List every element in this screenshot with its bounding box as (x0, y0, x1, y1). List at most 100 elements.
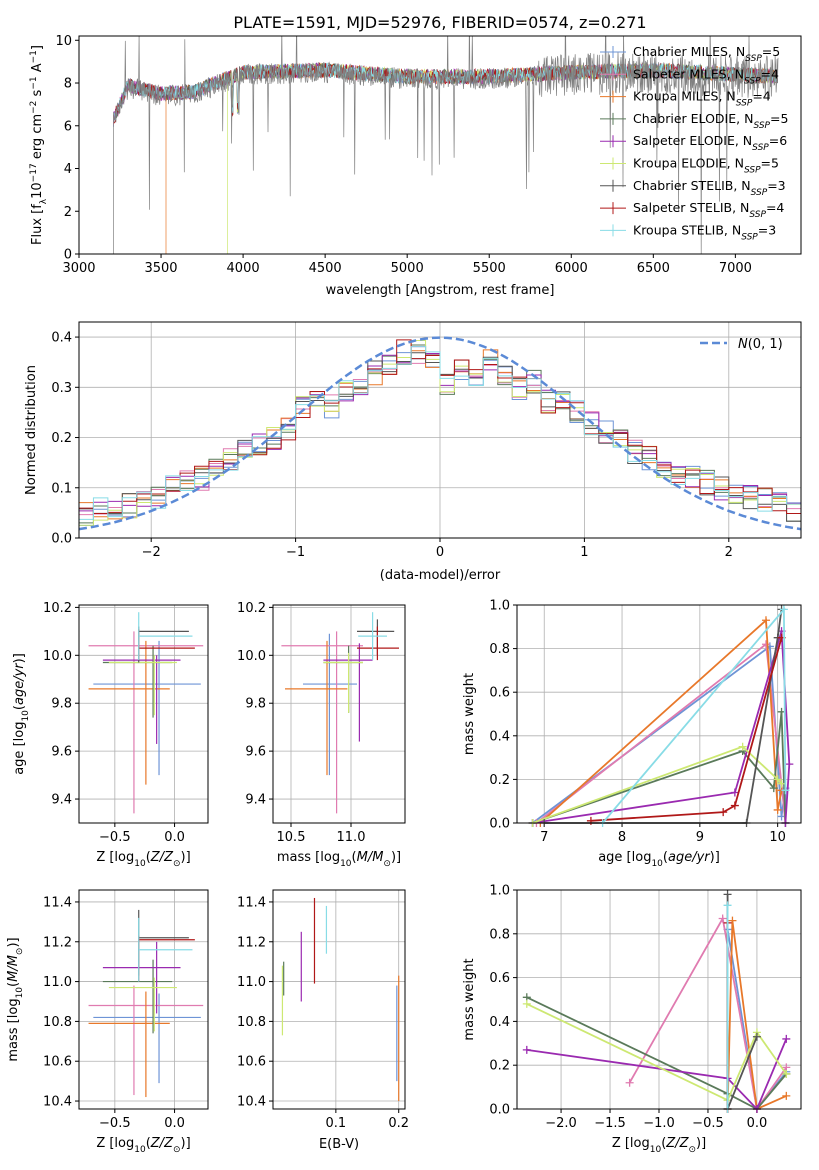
weight-marker-chabrier_elodie (769, 784, 778, 793)
label-part: ⊙ (688, 1145, 696, 1155)
weight-marker-kroupa_elodie (782, 1069, 791, 1078)
label-part: 10 (134, 859, 146, 869)
spectrum-ytick-label: 4 (64, 162, 72, 177)
label-part: =5 (762, 44, 780, 59)
weight-line-salpeter_miles (535, 642, 787, 824)
weight-marker-kroupa_elodie (522, 999, 531, 1008)
age_vs_mass-ytick-label: 9.6 (245, 745, 266, 760)
label-part: M/M (6, 955, 21, 982)
label-part: age [log (598, 850, 651, 865)
weight_vs_age-frame (516, 604, 802, 824)
mass_vs_ebv-xtick-label: 0.2 (388, 1116, 409, 1131)
age_vs_mass-xtick-label: 10.5 (277, 830, 306, 845)
weight-line-salpeter_elodie (526, 1038, 788, 1111)
mass_vs_Z-xtick-label: 0.0 (164, 1116, 185, 1131)
residuals-xtick-label: −2 (142, 545, 161, 560)
spectrum-xtick-label: 4500 (309, 261, 342, 276)
mass_vs_ebv-ytick-label: 11.2 (237, 935, 266, 950)
label-part: Kroupa STELIB, N (633, 222, 741, 237)
label-part: erg cm (30, 114, 45, 163)
spectrum-ytick-label: 0 (64, 248, 72, 263)
weight-marker-salpeter_elodie (785, 760, 794, 769)
label-part: s (30, 89, 45, 100)
weight-marker-salpeter_stelib (730, 801, 739, 810)
label-part: =4 (766, 200, 784, 215)
label-part: 10 (651, 859, 663, 869)
mass_vs_ebv-xtick-label: 0.1 (326, 1116, 347, 1131)
label-part: Z/Z (150, 1136, 174, 1151)
weight_vs_Z-xtick-label: −2.0 (545, 1116, 577, 1131)
plot-layer: 3000 3500 4000 4500 5000 5500 6000 6500 7000 0 2 4 6… (6, 34, 802, 1155)
label-part: =5 (770, 111, 788, 126)
label-part: )] (181, 850, 191, 865)
label-part: )] (710, 850, 720, 865)
label-part: Z [log (612, 1136, 650, 1151)
age-vs-Z-ylabel: age [log10(age/yr)] (12, 653, 31, 775)
weight-marker-chabrier_stelib (752, 1032, 761, 1041)
legend-label-salpeter_elodie: Salpeter ELODIE, NSSP=6 (633, 133, 787, 153)
weight-marker-kroupa_miles (761, 616, 770, 625)
weight-line-kroupa_miles (726, 920, 787, 1111)
weight-line-salpeter_stelib (590, 637, 783, 822)
weight_vs_age-ytick-label: 0.4 (489, 729, 510, 744)
label-part: =5 (761, 156, 779, 171)
label-part: ( (146, 850, 151, 865)
residuals-xtick-label: 1 (580, 545, 588, 560)
spectrum-ytick-label: 8 (64, 77, 72, 92)
label-part: SSP (744, 166, 761, 176)
weight-marker-kroupa_elodie (773, 775, 782, 784)
weight_vs_Z-frame (516, 889, 802, 1110)
mass_vs_ebv-frame (272, 889, 406, 1110)
mass_vs_ebv-ytick-label: 10.4 (237, 1095, 266, 1110)
weight-line-kroupa_elodie (526, 1003, 788, 1102)
weight_vs_Z-lines (522, 890, 791, 1113)
label-part: age/yr (12, 662, 27, 705)
weight-marker-kroupa_miles (782, 1091, 791, 1100)
label-part: mass [log (277, 850, 340, 865)
label-part: 10 (134, 1145, 146, 1155)
weight-marker-salpeter_elodie (730, 788, 739, 797)
label-part: SSP (752, 143, 769, 153)
mass_vs_Z-ytick-label: 10.8 (43, 1015, 72, 1030)
label-part: λ (39, 198, 49, 204)
weight_vs_Z-ytick-label: 0.6 (489, 971, 510, 986)
weight_vs_Z-ytick-label: 0.4 (489, 1015, 510, 1030)
label-part: Z [log (96, 850, 134, 865)
label-part: Salpeter ELODIE, N (633, 133, 752, 148)
weight_vs_Z-ytick-label: 0.8 (489, 927, 510, 942)
label-part: =4 (761, 66, 779, 81)
label-part: −1 (29, 76, 39, 89)
age_vs_Z-ytick-label: 9.8 (51, 697, 72, 712)
label-part: Kroupa MILES, N (633, 89, 736, 104)
weight_vs_Z-xtick-label: 0.0 (747, 1116, 768, 1131)
spectrum-ytick-label: 10 (55, 34, 72, 49)
weight_vs_Z-xtick-label: −0.5 (692, 1116, 724, 1131)
weight_vs_Z-ytick-label: 0.2 (489, 1059, 510, 1074)
legend-label-chabrier_stelib: Chabrier STELIB, NSSP=3 (633, 178, 786, 198)
weight_vs_Z-xtick-label: −1.5 (594, 1116, 626, 1131)
age-vs-mass-xlabel: mass [log10(M/M⊙)] (277, 850, 401, 869)
weight-marker-salpeter_miles (761, 640, 770, 649)
label-part: Salpeter STELIB, N (633, 200, 749, 215)
label-part: Kroupa ELODIE, N (633, 156, 744, 171)
spectrum-ytick-label: 2 (64, 205, 72, 220)
spectrum-xtick-label: 5000 (391, 261, 424, 276)
age_vs_mass-frame (272, 604, 406, 824)
legend-gaussian-label: N(0, 1) (738, 337, 783, 352)
label-part: =3 (758, 222, 776, 237)
age_vs_mass-ytick-label: 10.2 (237, 601, 266, 616)
label-part: SSP (745, 54, 762, 64)
weight-marker-kroupa_elodie (777, 779, 786, 788)
weight-line-chabrier_elodie (526, 996, 787, 1111)
label-part: ( (661, 1136, 666, 1151)
weight_vs_age-ylabel: mass weight (462, 673, 477, 755)
weight-marker-kroupa_stelib (779, 605, 788, 614)
label-part: =3 (767, 178, 785, 193)
residuals-xtick-label: 0 (436, 545, 444, 560)
legend-label-kroupa_miles: Kroupa MILES, NSSP=4 (633, 89, 771, 109)
observed-spectrum (113, 36, 779, 254)
label-part: −2 (29, 101, 39, 114)
age_vs_mass-ytick-label: 9.4 (245, 793, 266, 808)
